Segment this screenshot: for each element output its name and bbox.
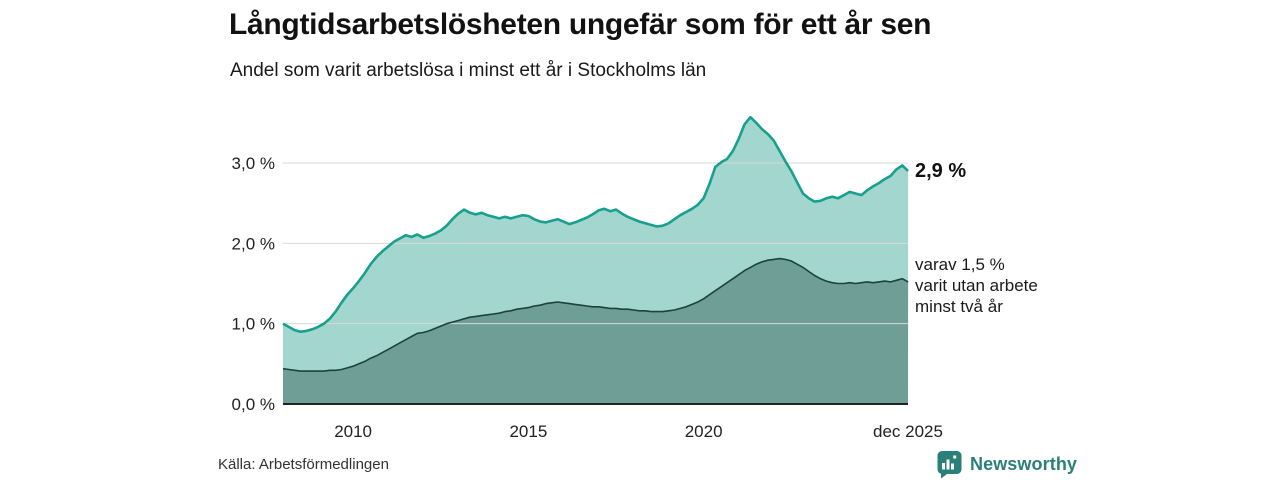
page-subtitle: Andel som varit arbetslösa i minst ett å…: [230, 60, 707, 81]
two-year-annotation: varav 1,5 % varit utan arbete minst två …: [915, 254, 1038, 317]
y-tick-label: 0,0 %: [232, 395, 275, 414]
series-line-min-two-years: [282, 257, 909, 372]
series-line-min-one-year: [282, 115, 910, 333]
page-title: Långtidsarbetslösheten ungefär som för e…: [229, 8, 932, 41]
y-tick-label: 1,0 %: [232, 315, 275, 334]
two-year-annotation-line: minst två år: [915, 297, 1003, 316]
x-tick-label: dec 2025: [873, 422, 943, 441]
newsworthy-logo-link[interactable]: Newsworthy: [936, 450, 1077, 478]
area-fill-min-two-years: [283, 258, 909, 404]
latest-value-annotation: 2,9 %: [915, 160, 967, 182]
two-year-annotation-line: varav 1,5 %: [915, 255, 1005, 274]
two-year-annotation-line: varit utan arbete: [915, 276, 1038, 295]
y-tick-label: 2,0 %: [232, 234, 275, 253]
newsworthy-logo-text: Newsworthy: [970, 453, 1078, 474]
source-caption: Källa: Arbetsförmedlingen: [218, 456, 389, 473]
newsworthy-logo-icon: [937, 450, 962, 478]
x-tick-label: 2020: [685, 422, 723, 441]
y-tick-label: 3,0 %: [232, 154, 275, 173]
x-tick-label: 2010: [334, 422, 372, 441]
x-tick-label: 2015: [509, 422, 547, 441]
